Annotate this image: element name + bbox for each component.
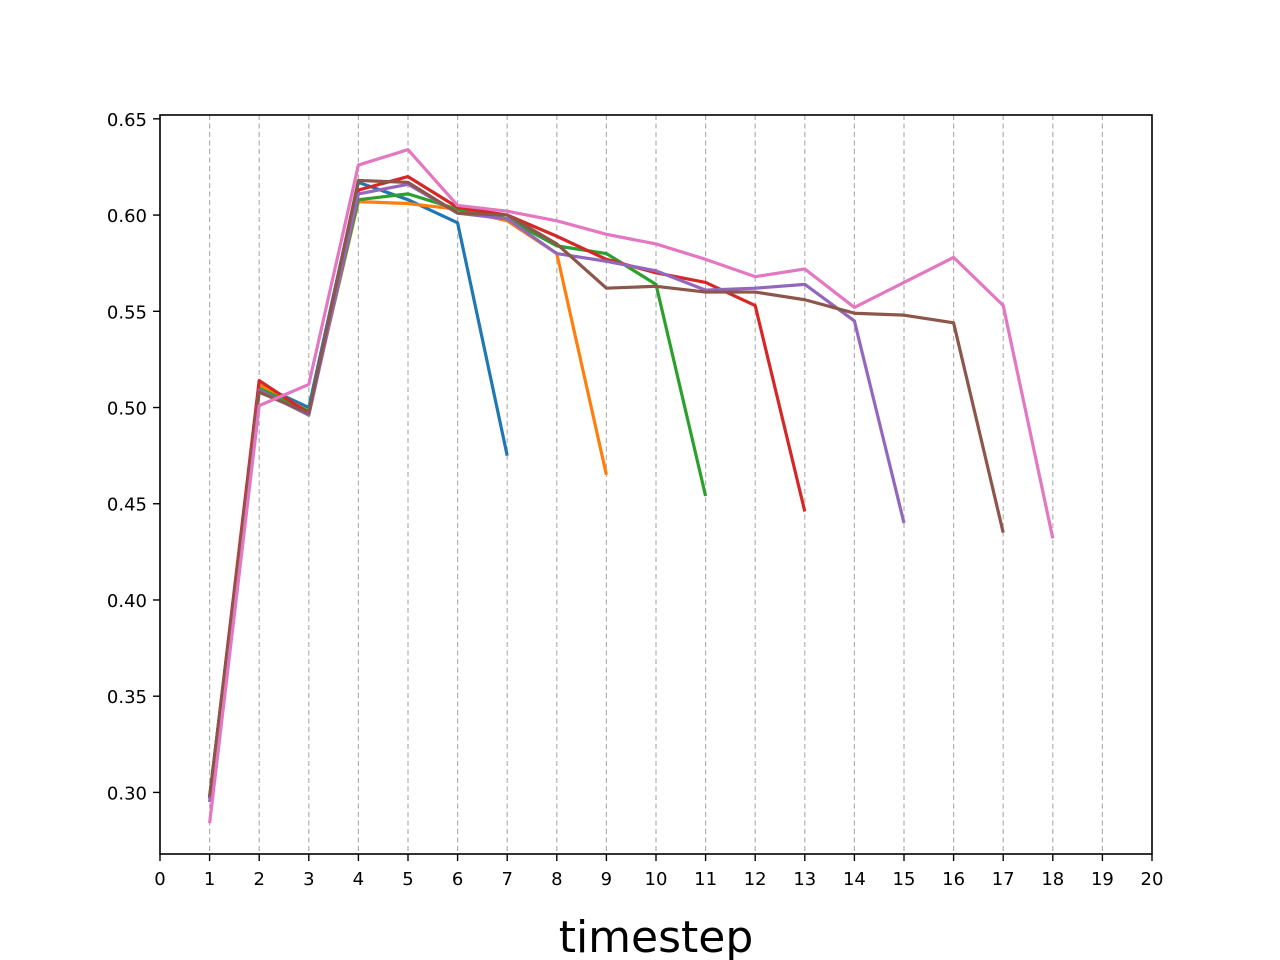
y-axis: 0.30 0.35 0.40 0.45 0.50 0.55 0.60 0.65	[107, 110, 160, 804]
y-tick-label-0.65: 0.65	[107, 110, 147, 131]
x-tick-label-16: 16	[942, 869, 965, 890]
series-line-7	[208, 148, 1055, 824]
series-lines	[208, 148, 1055, 824]
x-tick-label-13: 13	[793, 869, 816, 890]
x-tick-label-6: 6	[452, 869, 463, 890]
x-tick-label-2: 2	[253, 869, 264, 890]
y-tick-label-0.55: 0.55	[107, 302, 147, 323]
x-tick-label-10: 10	[645, 869, 668, 890]
x-tick-label-12: 12	[744, 869, 767, 890]
y-tick-label-0.60: 0.60	[107, 206, 147, 227]
x-tick-label-15: 15	[893, 869, 916, 890]
gridlines	[209, 115, 1104, 854]
x-tick-label-4: 4	[353, 869, 364, 890]
x-tick-label-17: 17	[992, 869, 1015, 890]
x-axis: 0 1 2 3 4 5 6 7 8 9 10 11 12 13 14 15 16 17 18 19 20	[154, 854, 1163, 890]
x-tick-label-7: 7	[501, 869, 512, 890]
y-tick-label-0.35: 0.35	[107, 687, 147, 708]
y-tick-label-0.40: 0.40	[107, 591, 147, 612]
x-tick-label-19: 19	[1091, 869, 1114, 890]
x-tick-label-8: 8	[551, 869, 562, 890]
x-tick-label-1: 1	[204, 869, 215, 890]
x-tick-label-9: 9	[601, 869, 612, 890]
y-tick-label-0.30: 0.30	[107, 783, 147, 804]
x-tick-label-3: 3	[303, 869, 314, 890]
x-tick-label-11: 11	[694, 869, 717, 890]
x-tick-label-20: 20	[1141, 869, 1164, 890]
y-tick-label-0.50: 0.50	[107, 399, 147, 420]
y-tick-label-0.45: 0.45	[107, 495, 147, 516]
x-tick-label-0: 0	[154, 869, 165, 890]
x-axis-title: timestep	[559, 912, 754, 960]
x-tick-label-14: 14	[843, 869, 866, 890]
x-tick-label-5: 5	[402, 869, 413, 890]
x-tick-label-18: 18	[1041, 869, 1064, 890]
series-line-6	[208, 178, 1005, 797]
